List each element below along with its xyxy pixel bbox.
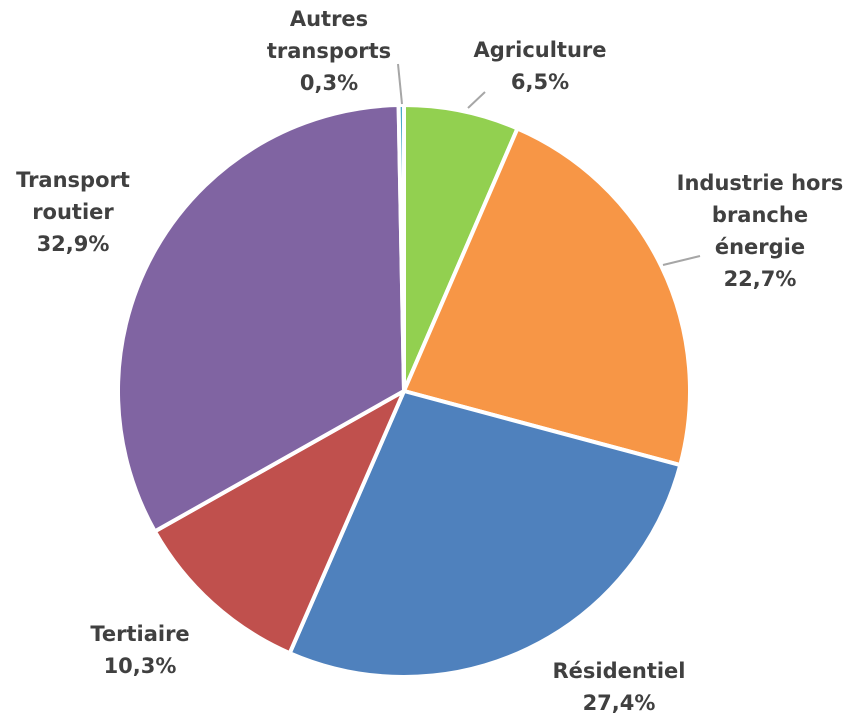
slice-value-autres-transports: 0,3% [300,71,358,95]
slice-residentiel [287,389,683,679]
slice-name-industrie-hors-branche-energie: énergie [715,235,805,259]
slice-value-residentiel: 27,4% [583,691,656,715]
leader-line-industrie-hors-branche-energie [662,255,701,266]
slice-name-autres-transports: Autres [290,7,368,31]
slice-autres-transports [396,102,406,393]
slice-name-transport-routier: Transport [16,168,130,192]
slice-name-transport-routier: routier [32,200,114,224]
slice-name-industrie-hors-branche-energie: Industrie hors [677,171,844,195]
data-label-transport-routier: Transport routier 32,9% [16,168,130,256]
labels-layer: Agriculture 6,5% Industrie hors branche éner… [16,7,843,715]
data-label-tertiaire: Tertiaire 10,3% [90,622,189,678]
slice-tertiaire [152,389,406,656]
data-label-agriculture: Agriculture 6,5% [473,38,606,94]
data-label-industrie-hors-branche-energie: Industrie hors branche énergie 22,7% [677,171,844,291]
slice-value-industrie-hors-branche-energie: 22,7% [724,267,797,291]
slice-name-industrie-hors-branche-energie: branche [712,203,808,227]
slice-name-tertiaire: Tertiaire [90,622,189,646]
slice-name-autres-transports: transports [267,39,391,63]
data-label-residentiel: Résidentiel 27,4% [552,659,685,715]
slice-agriculture [402,103,520,393]
slice-value-transport-routier: 32,9% [37,232,110,256]
leader-line-autres-transports [397,63,403,105]
data-label-autres-transports: Autres transports 0,3% [267,7,391,95]
slice-name-residentiel: Résidentiel [552,659,685,683]
slice-transport-routier [116,103,406,534]
slices-layer [116,102,692,679]
leader-line-agriculture [467,91,486,109]
slice-value-tertiaire: 10,3% [104,654,177,678]
leader-lines [397,63,701,266]
slice-value-agriculture: 6,5% [511,70,569,94]
slice-industrie-hors-branche-energie [402,126,692,468]
slice-name-agriculture: Agriculture [473,38,606,62]
